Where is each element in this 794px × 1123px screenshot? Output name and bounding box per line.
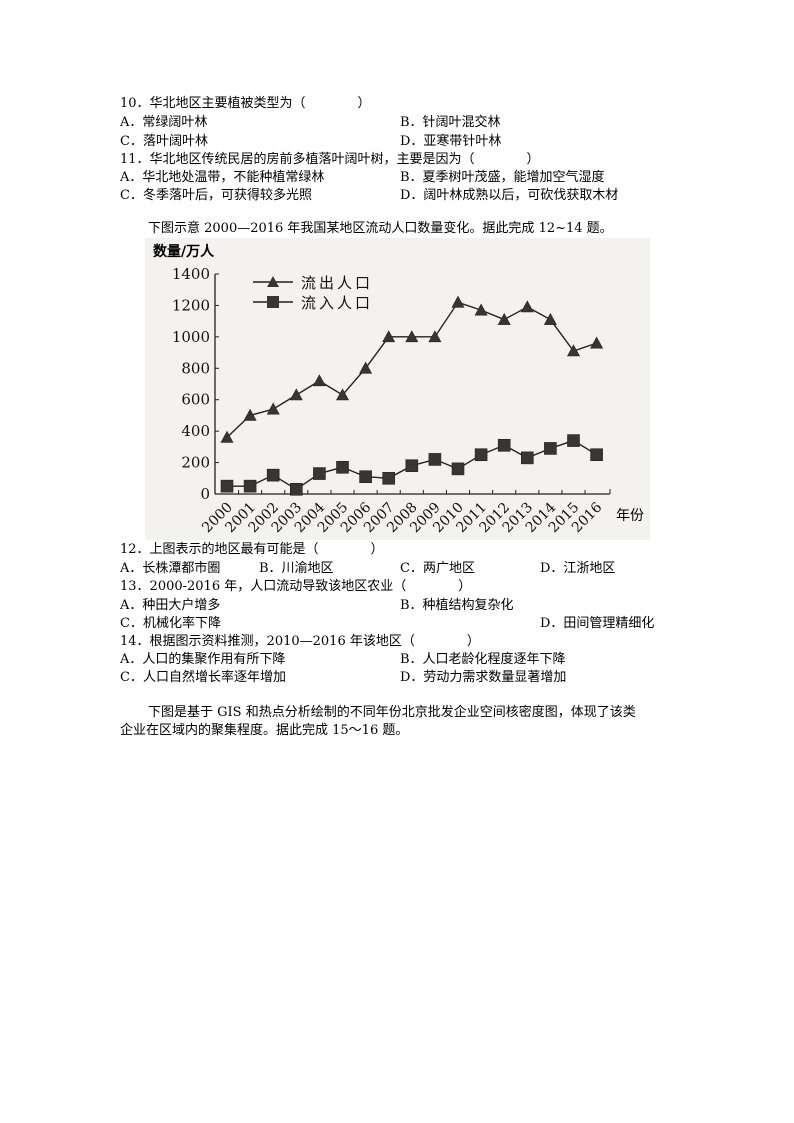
q13-option-a: A．种田大户增多 (120, 598, 221, 613)
q11-option-c: C．冬季落叶后，可获得较多光照 (120, 188, 312, 203)
intro-12-14: 下图示意 2000—2016 年我国某地区流动人口数量变化。据此完成 12~14… (148, 221, 613, 236)
q10-option-b: B．针阔叶混交林 (400, 115, 501, 130)
line-chart: 数量/万人 0 200 400 600 800 1000 1200 1400 20002001… (153, 243, 644, 536)
chart-series (220, 295, 604, 496)
q10-option-c: C．落叶阔叶林 (120, 134, 208, 149)
q10-stem: 10．华北地区主要植被类型为（ ） (120, 96, 371, 111)
q10-option-a: A．常绿阔叶林 (120, 115, 208, 130)
q12-option-a: A．长株潭都市圈 (120, 561, 221, 576)
q12-option-c: C．两广地区 (400, 561, 475, 576)
svg-text:0: 0 (200, 485, 210, 503)
x-axis-ticks: 2000200120022003200420052006200720082009… (199, 489, 611, 536)
q13-option-c: C．机械化率下降 (120, 616, 221, 631)
q11-stem: 11．华北地区传统民居的房前多植落叶阔叶树，主要是因为（ ） (120, 152, 540, 167)
q12-stem: 12．上图表示的地区最有可能是（ ） (120, 542, 384, 557)
q14-option-c: C．人口自然增长率逐年增加 (120, 670, 286, 685)
q14-option-d: D．劳动力需求数量显著增加 (400, 670, 567, 685)
svg-text:600: 600 (181, 391, 210, 409)
q12-option-d: D．江浙地区 (540, 561, 616, 576)
q10-option-d: D．亚寒带针叶林 (400, 134, 502, 149)
q14-stem: 14．根据图示资料推测，2010—2016 年该地区（ ） (120, 634, 480, 649)
q11-option-a: A．华北地处温带，不能种植常绿林 (120, 170, 325, 185)
q12-option-b: B．川渝地区 (259, 561, 334, 576)
svg-text:流入人口: 流入人口 (301, 294, 373, 312)
svg-text:1200: 1200 (172, 296, 210, 314)
y-axis-label: 数量/万人 (153, 243, 215, 260)
y-axis-ticks: 0 200 400 600 800 1000 1200 1400 (172, 265, 219, 503)
svg-text:400: 400 (181, 422, 210, 440)
x-axis-label: 年份 (616, 508, 644, 524)
q11-option-d: D．阔叶林成熟以后，可砍伐获取木材 (400, 188, 619, 203)
population-flow-chart: 数量/万人 0 200 400 600 800 1000 1200 1400 2000 2001… (145, 238, 650, 540)
svg-text:1000: 1000 (172, 328, 210, 346)
q13-option-d: D．田间管理精细化 (540, 616, 655, 631)
intro-15-16-line2: 企业在区域内的聚集程度。据此完成 15～16 题。 (120, 723, 409, 738)
q14-option-a: A．人口的集聚作用有所下降 (120, 652, 286, 667)
q14-option-b: B．人口老龄化程度逐年下降 (400, 652, 566, 667)
svg-text:200: 200 (181, 454, 210, 472)
svg-text:流出人口: 流出人口 (301, 274, 373, 292)
intro-15-16-line1: 下图是基于 GIS 和热点分析绘制的不同年份北京批发企业空间核密度图，体现了该类 (148, 705, 636, 720)
svg-text:800: 800 (181, 359, 210, 377)
q13-stem: 13．2000-2016 年，人口流动导致该地区农业（ ） (120, 579, 472, 594)
svg-text:1400: 1400 (172, 265, 210, 283)
q13-option-b: B．种植结构复杂化 (400, 598, 514, 613)
q11-option-b: B．夏季树叶茂盛，能增加空气湿度 (400, 170, 605, 185)
